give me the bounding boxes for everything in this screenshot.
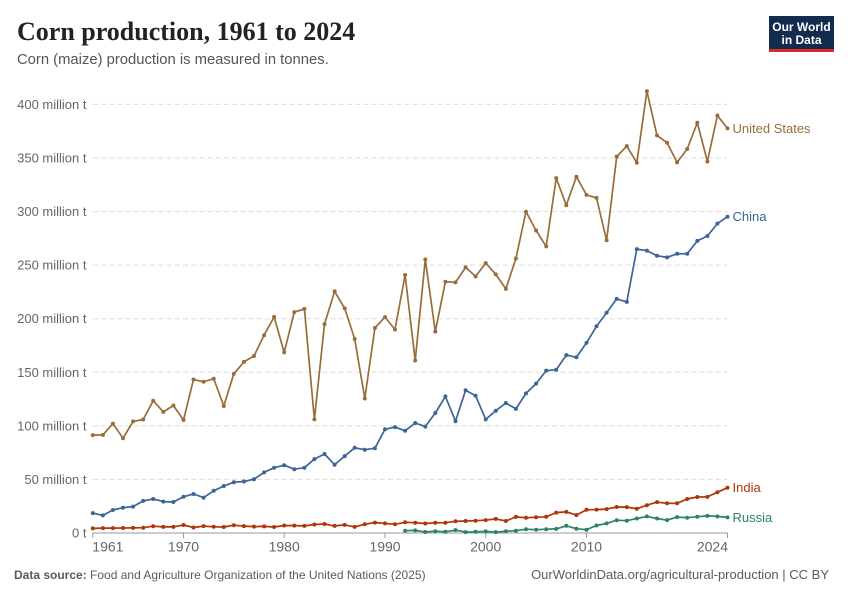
svg-text:150 million t: 150 million t bbox=[17, 365, 87, 380]
svg-text:2010: 2010 bbox=[571, 539, 602, 555]
svg-text:400 million t: 400 million t bbox=[17, 97, 87, 112]
svg-text:250 million t: 250 million t bbox=[17, 258, 87, 273]
svg-text:United States: United States bbox=[733, 121, 812, 136]
svg-text:50 million t: 50 million t bbox=[24, 472, 87, 487]
svg-text:0 t: 0 t bbox=[72, 526, 87, 541]
svg-text:1980: 1980 bbox=[269, 539, 300, 555]
svg-text:300 million t: 300 million t bbox=[17, 204, 87, 219]
svg-text:200 million t: 200 million t bbox=[17, 311, 87, 326]
svg-text:India: India bbox=[733, 480, 762, 495]
svg-text:2024: 2024 bbox=[697, 539, 728, 555]
svg-text:100 million t: 100 million t bbox=[17, 418, 87, 433]
svg-text:1961: 1961 bbox=[92, 539, 123, 555]
svg-text:1970: 1970 bbox=[168, 539, 199, 555]
svg-text:China: China bbox=[733, 209, 768, 224]
svg-text:2000: 2000 bbox=[470, 539, 501, 555]
svg-text:1990: 1990 bbox=[369, 539, 400, 555]
svg-text:Russia: Russia bbox=[733, 510, 774, 525]
svg-text:350 million t: 350 million t bbox=[17, 151, 87, 166]
